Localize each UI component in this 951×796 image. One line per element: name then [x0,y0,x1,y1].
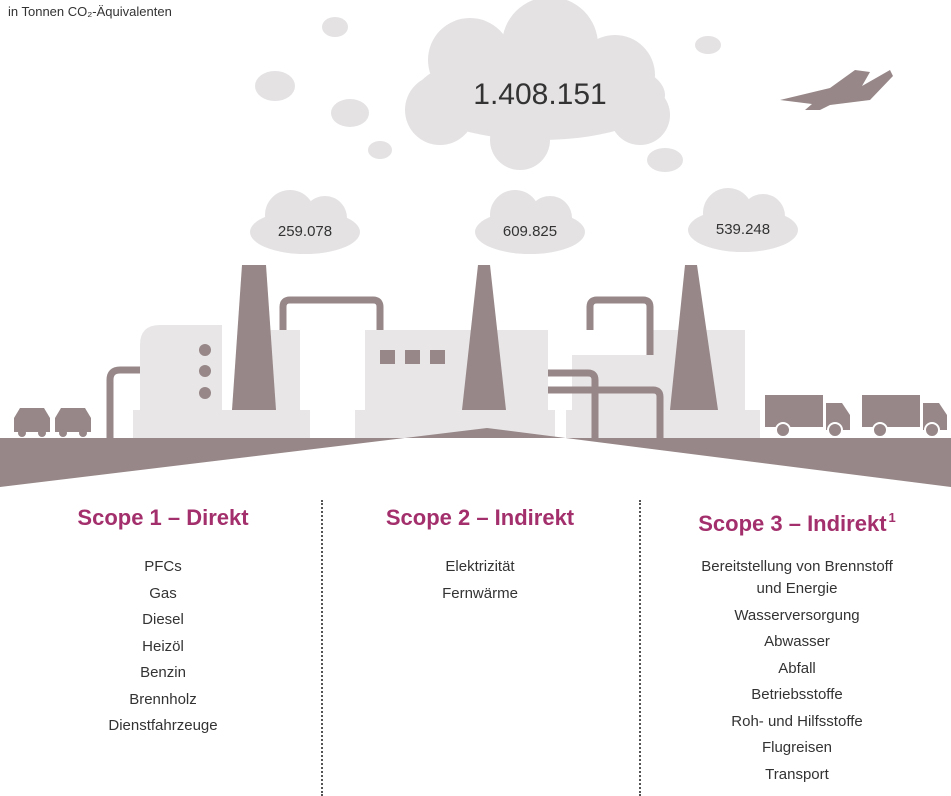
vehicles [14,395,947,438]
scope-value: 539.248 [716,221,770,238]
scope-item: Brennholz [129,690,197,708]
cloud-3 [688,188,798,252]
scope-item: Roh- und Hilfsstoffe [731,712,863,730]
clouds [250,0,798,254]
footnote-mark: 1 [888,510,896,525]
scope-item: Benzin [140,664,186,681]
scope-item: Transport [765,765,829,783]
scope-title: Scope 3 – Indirekt 1 [647,500,947,536]
scope-items: Bereitstellung von Brennstoff und Energi… [647,556,947,786]
buildings [133,325,760,438]
scope-items: PFCs Gas Diesel Heizöl Benzin Brennholz Dienst… [13,556,313,737]
scope-item: Gas [149,584,177,602]
scope-column: Scope 1 – Direkt PFCs Gas Diesel Heizöl Benzi… [13,500,313,742]
scope-item: Betriebsstoffe [751,686,843,703]
main-cloud [405,0,670,170]
scope-item: Dienstfahrzeuge [108,717,218,734]
scope-value: 609.825 [503,223,557,240]
scope-items: Elektrizität Fernwärme [330,556,630,605]
cloud-2 [475,190,585,254]
scope-item: Heizöl [142,637,184,655]
total-value: 1.408.151 [473,78,606,111]
scope-title-text: Scope 2 – Indirekt [385,505,575,530]
scope-item: PFCs [144,558,182,575]
scope-title-text: Scope 3 – Indirekt [698,511,887,536]
scope-title: Scope 1 – Direkt [13,500,313,536]
scope-item: Bereitstellung von Brennstoff und Energi… [701,558,893,597]
scope-item: Abfall [778,659,816,677]
scope-item: Elektrizität [445,558,515,575]
cloud-1 [250,190,360,254]
scope-title-text: Scope 1 – Direkt [77,505,249,530]
scope-value: 259.078 [278,223,332,240]
divider [321,500,323,796]
scope-item: Fernwärme [442,584,518,602]
pipes [106,296,664,438]
unit-label: in Tonnen CO₂-Äquivalenten [8,4,172,19]
scope-item: Wasserversorgung [734,606,860,624]
divider [639,500,641,796]
scope-column: Scope 2 – Indirekt Elektrizität Fernwärme [330,500,630,609]
scope-item: Abwasser [764,633,830,650]
scope-item: Diesel [142,611,184,628]
scene: 1.408.151 259.078 609.825 539.248 [0,0,951,487]
scope-item: Flugreisen [761,739,833,756]
factory-details [0,265,951,487]
scope-column: Scope 3 – Indirekt 1 Bereitstellung von Br… [647,500,947,790]
plane [780,70,893,110]
scope-title: Scope 2 – Indirekt [330,500,630,536]
